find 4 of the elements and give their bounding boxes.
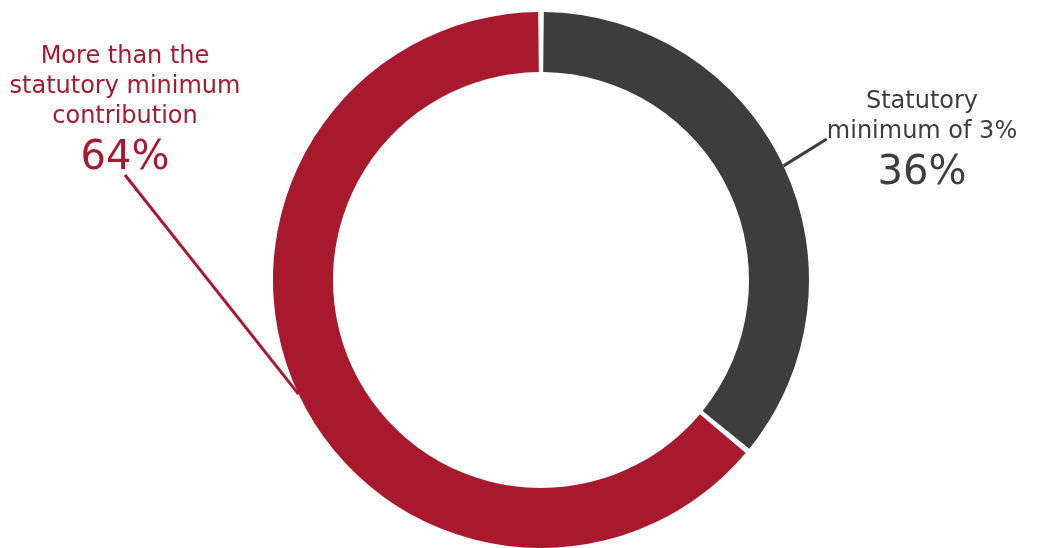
data-label: 36%: [877, 147, 967, 193]
slice-label: More than the statutory minimum contribution: [9, 41, 241, 129]
slice-label: Statutory minimum of 3%: [826, 86, 1018, 144]
data-label: 64%: [80, 132, 170, 178]
